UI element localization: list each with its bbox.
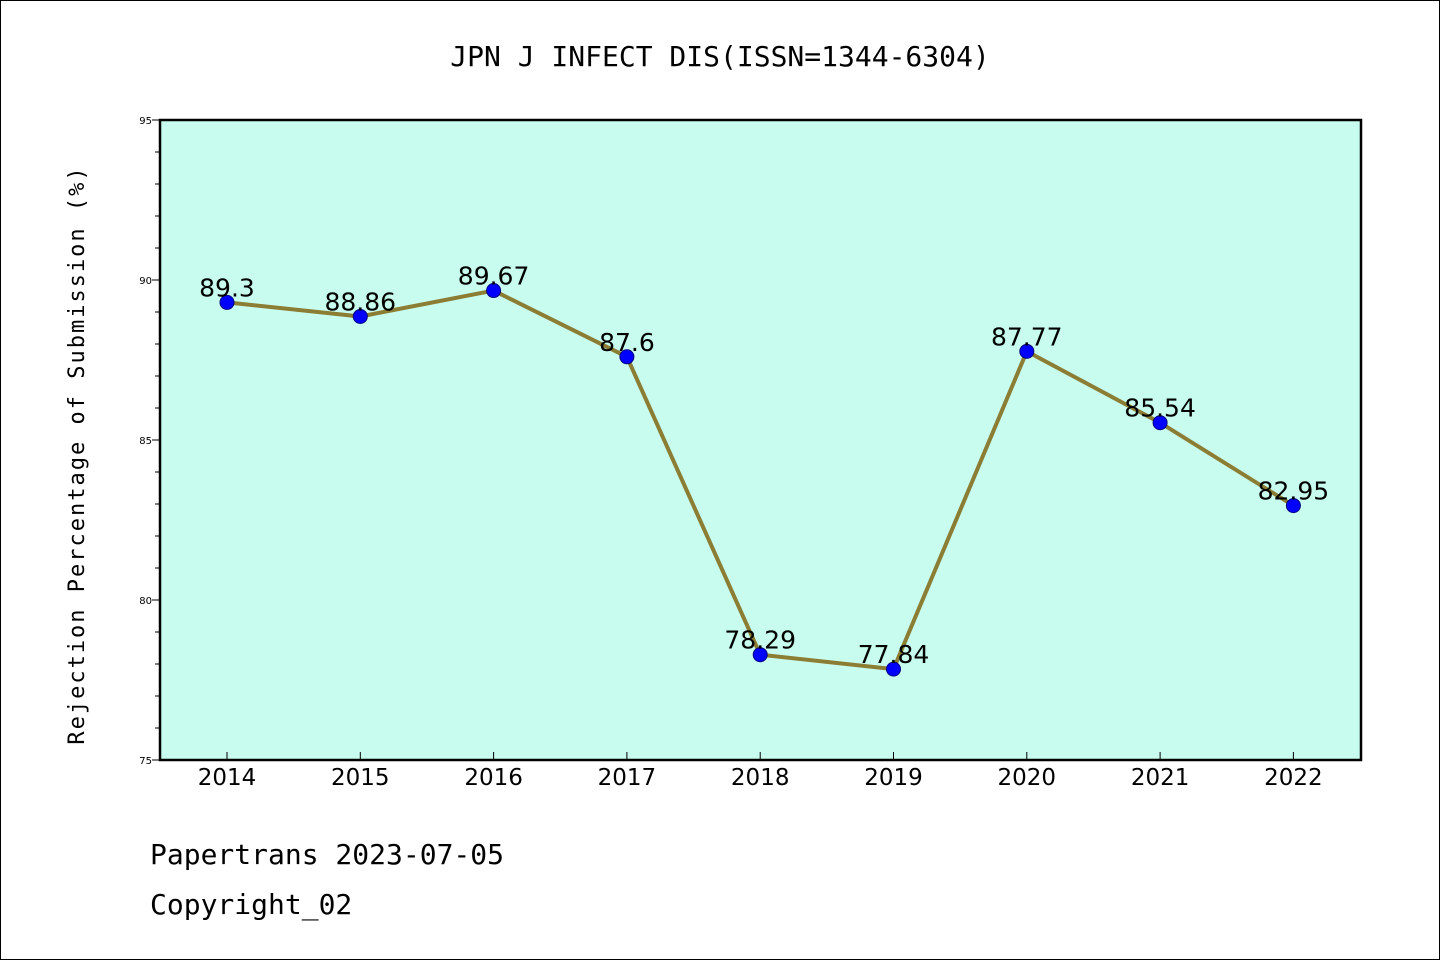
x-tick-label: 2022 (1264, 765, 1323, 791)
x-tick-label: 2017 (598, 765, 657, 791)
footer-line-2: Copyright_02 (150, 888, 352, 922)
x-tick-label: 2018 (731, 765, 790, 791)
data-point (219, 294, 235, 310)
data-point (886, 661, 901, 677)
data-label: 77.84 (858, 640, 930, 669)
data-point (486, 283, 502, 299)
data-label: 82.95 (1258, 477, 1330, 506)
x-tick-label: 2021 (1131, 765, 1190, 791)
x-tick-label: 2015 (331, 765, 390, 791)
data-label: 87.77 (991, 322, 1063, 351)
data-point (352, 308, 368, 324)
data-label: 88.86 (325, 287, 397, 316)
data-point (1152, 415, 1168, 431)
x-tick-label: 2016 (464, 765, 523, 791)
y-tick-label: 80 (139, 596, 152, 607)
x-tick-label: 2020 (998, 765, 1057, 791)
y-tick-label: 75 (139, 756, 152, 767)
data-point (752, 647, 768, 663)
data-series: 89.3 88.86 89.67 87.6 78.29 77.84 87.77 85.54 82… (199, 262, 1329, 677)
data-label: 89.67 (458, 262, 530, 291)
x-axis: 2014 2015 2016 2017 2018 2019 2020 2021 2022 (198, 752, 1323, 791)
data-label: 85.54 (1124, 394, 1196, 423)
y-axis-label: Rejection Percentage of Submission (%) (65, 165, 90, 744)
y-tick-label: 85 (139, 436, 152, 447)
data-point (1285, 498, 1301, 514)
chart-title: JPN J INFECT DIS(ISSN=1344-6304) (450, 40, 989, 73)
y-axis: 75 80 85 90 95 (139, 116, 160, 767)
x-tick-label: 2019 (864, 765, 923, 791)
data-label: 89.3 (199, 273, 255, 302)
data-label: 87.6 (599, 328, 655, 357)
x-tick-label: 2014 (198, 765, 257, 791)
data-label: 78.29 (724, 626, 796, 655)
y-tick-label: 90 (139, 276, 152, 287)
data-point (1019, 343, 1035, 359)
data-point (619, 349, 635, 365)
plot-area (158, 118, 1363, 762)
y-tick-label: 95 (139, 116, 152, 127)
footer-line-1: Papertrans 2023-07-05 (150, 838, 504, 871)
